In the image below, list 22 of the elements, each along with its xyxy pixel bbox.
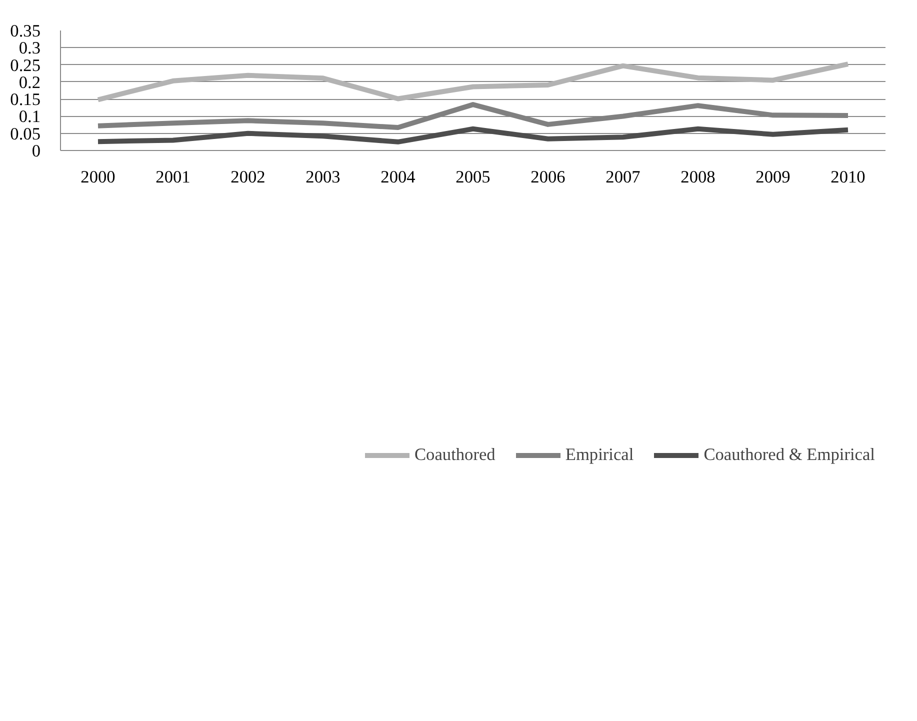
y-tick-label: 0.3 [18,38,41,58]
x-tick-label: 2001 [156,168,190,186]
x-tick-label: 2004 [380,168,416,186]
x-tick-label: 2002 [230,168,266,186]
y-tick-label: 0 [32,142,41,160]
legend-label: Empirical [565,445,634,465]
y-tick-label: 0.2 [18,72,41,92]
x-tick-label: 2010 [830,168,866,186]
x-tick-label: 2008 [680,168,716,186]
y-tick-label: 0.05 [10,124,41,144]
x-tick-label: 2005 [456,168,490,186]
y-tick-label: 0.35 [10,22,41,40]
x-tick-label: 2006 [530,168,566,186]
legend-label: Coauthored & Empirical [704,445,875,465]
y-tick-label: 0.1 [18,107,41,126]
x-tick-label: 2003 [306,168,340,186]
y-tick-label: 0.15 [10,90,41,110]
legend-label: Coauthored [414,445,496,465]
x-tick-label: 2007 [606,168,641,186]
x-tick-label: 2000 [80,168,116,186]
x-tick-label: 2009 [756,168,790,186]
y-tick-label: 0.25 [10,56,41,75]
